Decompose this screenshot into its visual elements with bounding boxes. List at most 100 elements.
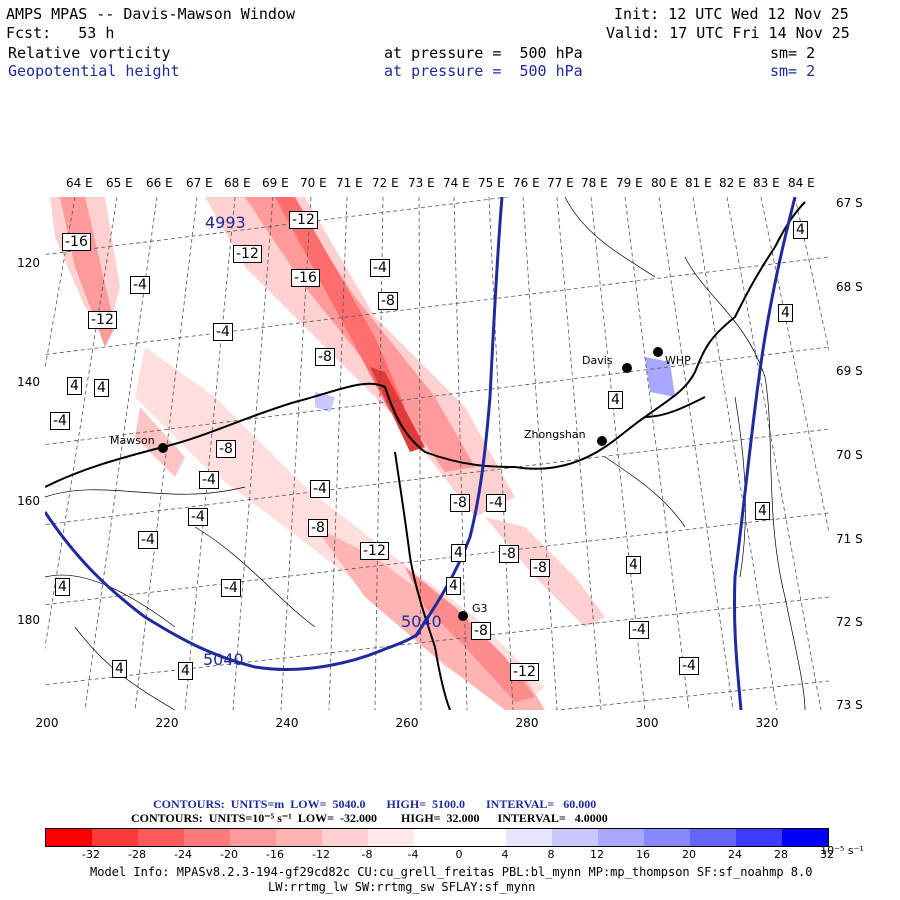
grid-x-label: 300 <box>635 716 659 730</box>
grid-x-label: 260 <box>395 716 419 730</box>
lon-label: 64 E <box>66 176 93 190</box>
colorbar-tick-label: -24 <box>174 848 192 861</box>
station-label-davis: Davis <box>582 354 613 367</box>
colorbar-swatch <box>138 829 184 846</box>
grid-y-label: 160 <box>17 494 40 508</box>
colorbar-swatch <box>368 829 414 846</box>
station-markers <box>158 347 663 621</box>
colorbar-tick-label: 0 <box>455 848 463 861</box>
lon-label: 83 E <box>753 176 780 190</box>
lon-label: 69 E <box>262 176 289 190</box>
grid-x-label: 200 <box>35 716 59 730</box>
colorbar-swatch <box>46 829 92 846</box>
colorbar-tick-label: -20 <box>220 848 238 861</box>
lat-label: 69 S <box>836 364 863 378</box>
map-panel <box>45 197 829 710</box>
vorticity-label: -8 <box>499 545 519 563</box>
colorbar-tick-label: -4 <box>407 848 419 861</box>
colorbar-swatch <box>782 829 828 846</box>
vorticity-label: 4 <box>778 304 793 322</box>
vorticity-label: -4 <box>199 471 219 489</box>
colorbar-tick-label: 12 <box>590 848 604 861</box>
vorticity-label: 4 <box>626 556 641 574</box>
colorbar <box>45 828 829 847</box>
colorbar-units: 10⁻⁵ s⁻¹ <box>820 844 864 857</box>
lat-label: 67 S <box>836 196 863 210</box>
colorbar-tick-label: 8 <box>547 848 555 861</box>
vorticity-label: -4 <box>138 531 158 549</box>
vorticity-label: -4 <box>221 579 241 597</box>
grid-x-label: 280 <box>515 716 539 730</box>
vorticity-label: 4 <box>755 502 770 520</box>
grid-y-label: 180 <box>17 613 40 627</box>
lon-label: 72 E <box>372 176 399 190</box>
lon-label: 77 E <box>547 176 574 190</box>
lon-label: 71 E <box>336 176 363 190</box>
lon-label: 76 E <box>513 176 540 190</box>
vorticity-label: -4 <box>310 480 330 498</box>
forecast-hour: Fcst: 53 h <box>6 24 115 42</box>
colorbar-tick-label: -28 <box>128 848 146 861</box>
vorticity-label: -8 <box>315 348 335 366</box>
vorticity-label: -12 <box>510 663 539 681</box>
lon-label: 75 E <box>478 176 505 190</box>
colorbar-swatch <box>552 829 598 846</box>
vorticity-label: -4 <box>679 657 699 675</box>
lon-label: 70 E <box>300 176 327 190</box>
field2-name: Geopotential height <box>8 62 180 80</box>
vorticity-label: -8 <box>308 519 328 537</box>
vorticity-label: 4 <box>94 379 109 397</box>
grid-y-label: 120 <box>17 256 40 270</box>
vorticity-label: -4 <box>370 259 390 277</box>
field2-level: at pressure = 500 hPa <box>384 62 583 80</box>
lon-label: 79 E <box>616 176 643 190</box>
vorticity-label: -4 <box>213 323 233 341</box>
height-label: 5040 <box>203 650 244 669</box>
vorticity-label: 4 <box>55 578 70 596</box>
station-label-zhongshan: Zhongshan <box>524 428 586 441</box>
lat-label: 70 S <box>836 448 863 462</box>
colorbar-swatch <box>230 829 276 846</box>
vorticity-label: -4 <box>486 494 506 512</box>
lon-label: 78 E <box>581 176 608 190</box>
grid-x-label: 220 <box>155 716 179 730</box>
colorbar-tick-label: 24 <box>728 848 742 861</box>
vorticity-label: -16 <box>62 233 91 251</box>
height-label: 4993 <box>205 213 246 232</box>
colorbar-swatch <box>276 829 322 846</box>
vorticity-label: -8 <box>530 559 550 577</box>
colorbar-tick-label: 20 <box>682 848 696 861</box>
vorticity-label: -4 <box>188 508 208 526</box>
colorbar-swatch <box>92 829 138 846</box>
colorbar-swatch <box>322 829 368 846</box>
colorbar-tick-label: 32 <box>820 848 834 861</box>
map-title: AMPS MPAS -- Davis-Mawson Window <box>6 5 295 23</box>
model-info-line1: Model Info: MPASv8.2.3-194-gf29cd82c CU:… <box>90 865 813 879</box>
vorticity-label: -8 <box>378 292 398 310</box>
lon-label: 65 E <box>106 176 133 190</box>
vorticity-label: -12 <box>233 245 262 263</box>
vorticity-label: -16 <box>291 269 320 287</box>
colorbar-tick-label: -12 <box>312 848 330 861</box>
lat-label: 71 S <box>836 532 863 546</box>
vorticity-label: -4 <box>629 621 649 639</box>
field1-smooth: sm= 2 <box>770 44 816 62</box>
vorticity-label: -4 <box>50 412 70 430</box>
grid-x-label: 320 <box>755 716 779 730</box>
colorbar-tick-label: -8 <box>361 848 373 861</box>
vorticity-label: 4 <box>451 544 466 562</box>
vorticity-label: -8 <box>450 494 470 512</box>
vorticity-label: 4 <box>67 377 82 395</box>
vorticity-contour-info: CONTOURS: UNITS=10⁻⁵ s⁻¹ LOW= -32.000 HI… <box>131 811 608 825</box>
lon-label: 67 E <box>186 176 213 190</box>
height-label: 5040 <box>401 612 442 631</box>
vorticity-label: 4 <box>608 391 623 409</box>
model-info-line2: LW:rrtmg_lw SW:rrtmg_sw SFLAY:sf_mynn <box>268 880 536 894</box>
vorticity-label: 4 <box>112 660 127 678</box>
colorbar-swatch <box>460 829 506 846</box>
colorbar-swatch <box>598 829 644 846</box>
init-time: Init: 12 UTC Wed 12 Nov 25 <box>614 5 849 23</box>
coastline <box>45 201 806 710</box>
vorticity-label: -8 <box>216 440 236 458</box>
lon-label: 66 E <box>146 176 173 190</box>
